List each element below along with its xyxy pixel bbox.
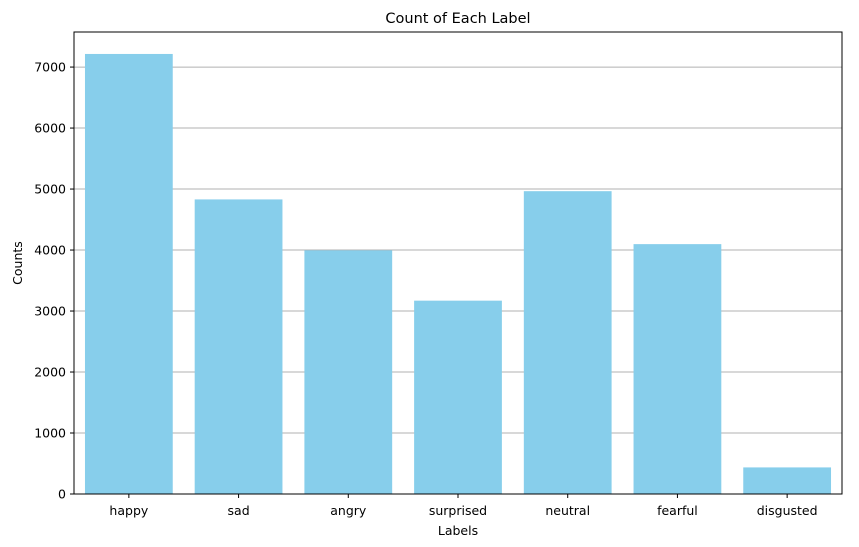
bar-disgusted [743, 467, 832, 494]
x-tick-label: fearful [657, 503, 698, 518]
y-tick-label: 7000 [34, 60, 66, 75]
x-tick-label: neutral [545, 503, 590, 518]
x-tick-label: angry [330, 503, 367, 518]
y-tick-label: 0 [58, 487, 66, 502]
bar-happy [84, 53, 173, 495]
y-axis-ticks: 0 1000 2000 3000 4000 5000 6000 7000 [34, 60, 74, 502]
x-tick-label: disgusted [757, 503, 818, 518]
x-axis-ticks: happy sad angry surprised neutral fearful disg… [109, 494, 818, 518]
x-tick-label: surprised [429, 503, 487, 518]
y-tick-label: 6000 [34, 121, 66, 136]
y-tick-label: 2000 [34, 365, 66, 380]
y-tick-label: 3000 [34, 304, 66, 319]
bar-fearful [633, 244, 722, 494]
x-tick-label: happy [109, 503, 148, 518]
y-axis-label: Counts [10, 241, 25, 285]
y-tick-label: 4000 [34, 243, 66, 258]
x-tick-label: sad [228, 503, 250, 518]
chart-title: Count of Each Label [385, 11, 530, 27]
bar-neutral [523, 191, 612, 495]
x-axis-label: Labels [438, 523, 478, 538]
bar-sad [194, 199, 283, 494]
bars [84, 53, 832, 495]
bar-surprised [414, 300, 502, 494]
bar-angry [304, 250, 393, 494]
y-tick-label: 5000 [34, 182, 66, 197]
y-tick-label: 1000 [34, 426, 66, 441]
